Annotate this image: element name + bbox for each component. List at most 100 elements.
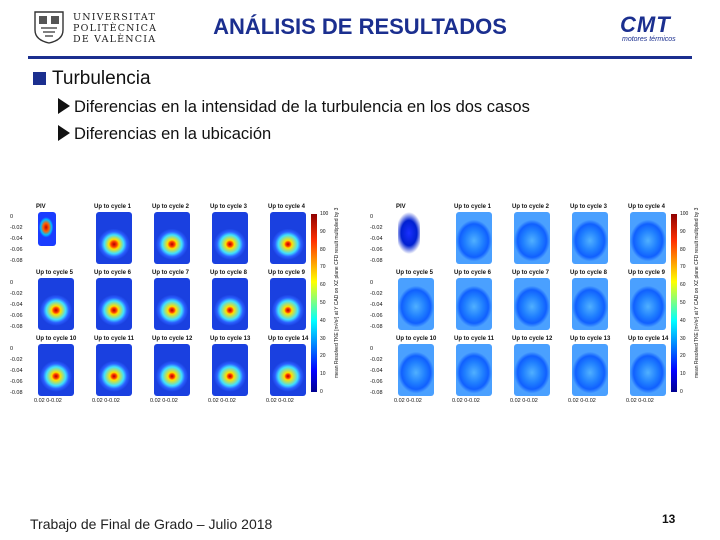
contour-map: [270, 278, 306, 330]
cell-title: Up to cycle 8: [210, 270, 248, 276]
colorbar-tick: 50: [320, 300, 326, 306]
cell-title: Up to cycle 10: [36, 336, 77, 342]
y-tick-label: -0.02: [10, 291, 23, 297]
bullet-level1-text: Turbulencia: [52, 68, 151, 89]
y-tick-label: 0: [10, 346, 14, 352]
cell-title: Up to cycle 4: [628, 204, 666, 210]
y-tick-label: 0: [370, 280, 374, 286]
colorbar-tick: 100: [680, 211, 689, 217]
contour-map: [572, 278, 608, 330]
y-tick-label: -0.06: [370, 247, 383, 253]
colorbar-tick: 0: [320, 389, 323, 395]
y-tick-label: -0.02: [370, 291, 383, 297]
contour-map: [456, 278, 492, 330]
x-tick-label: 0.02 0-0.02: [150, 398, 178, 404]
x-tick-label: 0.02 0-0.02: [34, 398, 62, 404]
colorbar: [311, 214, 317, 392]
colorbar-tick: 20: [320, 353, 326, 360]
cmt-logo-subtitle: motores térmicos: [622, 36, 676, 43]
y-tick-label: 0: [10, 280, 14, 286]
colorbar-tick: 10: [320, 371, 326, 378]
y-tick-label: -0.02: [370, 357, 383, 363]
colorbar-tick: 60: [680, 282, 686, 289]
y-tick-label: -0.06: [10, 247, 23, 253]
x-tick-label: 0.02 0-0.02: [208, 398, 236, 404]
cell-title: Up to cycle 1: [94, 204, 132, 210]
y-tick-label: -0.04: [370, 302, 383, 308]
cell-title: Up to cycle 3: [210, 204, 248, 210]
cell-title: Up to cycle 8: [570, 270, 608, 276]
x-tick-label: 0.02 0-0.02: [510, 398, 538, 404]
contour-map: [38, 212, 56, 246]
y-tick-label: -0.08: [370, 390, 383, 396]
y-tick-label: -0.08: [10, 258, 23, 264]
cell-title: Up to cycle 2: [512, 204, 550, 210]
colorbar-tick: 70: [680, 264, 686, 271]
cell-title: Up to cycle 14: [628, 336, 669, 342]
cell-title: Up to cycle 12: [512, 336, 553, 342]
y-tick-label: -0.04: [370, 236, 383, 242]
cell-title: Up to cycle 14: [268, 336, 309, 342]
page-title: ANÁLISIS DE RESULTADOS: [213, 14, 507, 39]
colorbar-tick: 20: [680, 353, 686, 360]
cell-title: PIV: [396, 204, 406, 210]
colorbar-tick: 80: [680, 246, 686, 253]
bullet-level1: Turbulencia: [33, 68, 151, 90]
cell-title: Up to cycle 9: [628, 270, 666, 276]
cell-title: Up to cycle 4: [268, 204, 306, 210]
cell-title: Up to cycle 11: [454, 336, 495, 342]
contour-map: [456, 344, 492, 396]
x-tick-label: 0.02 0-0.02: [626, 398, 654, 404]
cell-title: Up to cycle 3: [570, 204, 608, 210]
footer-text: Trabajo de Final de Grado – Julio 2018: [30, 516, 273, 532]
cell-title: Up to cycle 12: [152, 336, 193, 342]
colorbar-tick: 80: [320, 246, 326, 253]
colorbar: [671, 214, 677, 392]
colorbar-label: mean Resolved TKE [m²/s²] at Y CAD on XZ…: [334, 207, 340, 378]
colorbar-tick: 30: [320, 335, 326, 342]
contour-map: [212, 278, 248, 330]
x-tick-label: 0.02 0-0.02: [92, 398, 120, 404]
cell-title: Up to cycle 2: [152, 204, 190, 210]
arrow-bullet-icon: [58, 125, 70, 141]
cell-title: Up to cycle 5: [396, 270, 434, 276]
contour-map: [96, 278, 132, 330]
colorbar-tick: 10: [680, 371, 686, 378]
colorbar-tick: 90: [320, 228, 326, 235]
y-tick-label: 0: [370, 214, 374, 220]
y-tick-label: -0.06: [370, 313, 383, 319]
y-tick-label: -0.02: [10, 357, 23, 363]
y-tick-label: -0.04: [10, 302, 23, 308]
cmt-logo: CMT motores térmicos: [620, 14, 690, 46]
colorbar-label: mean Resolved TKE [m²/s²] at Y CAD on XZ…: [694, 207, 700, 378]
contour-map: [514, 278, 550, 330]
contour-map: [154, 278, 190, 330]
colorbar-tick: 40: [680, 317, 686, 324]
y-tick-label: -0.08: [370, 258, 383, 264]
cell-title: PIV: [36, 204, 46, 210]
x-tick-label: 0.02 0-0.02: [568, 398, 596, 404]
contour-map: [96, 344, 132, 396]
contour-map: [514, 212, 550, 264]
y-tick-label: -0.04: [10, 236, 23, 242]
contour-map: [630, 344, 666, 396]
contour-map: [572, 212, 608, 264]
colorbar-tick: 40: [320, 317, 326, 324]
contour-map: [514, 344, 550, 396]
contour-map: [212, 344, 248, 396]
arrow-bullet-icon: [58, 98, 70, 114]
upv-seal-icon: [34, 11, 64, 44]
contour-map: [630, 278, 666, 330]
y-tick-label: -0.04: [370, 368, 383, 374]
cell-title: Up to cycle 9: [268, 270, 306, 276]
cell-title: Up to cycle 7: [152, 270, 190, 276]
y-tick-label: -0.06: [10, 313, 23, 319]
contour-map: [456, 212, 492, 264]
contour-map: [154, 212, 190, 264]
cell-title: Up to cycle 7: [512, 270, 550, 276]
page-number: 13: [662, 512, 676, 526]
contour-map: [270, 212, 306, 264]
cmt-logo-text: CMT: [620, 12, 671, 37]
y-tick-label: -0.02: [10, 225, 23, 231]
cell-title: Up to cycle 6: [94, 270, 132, 276]
